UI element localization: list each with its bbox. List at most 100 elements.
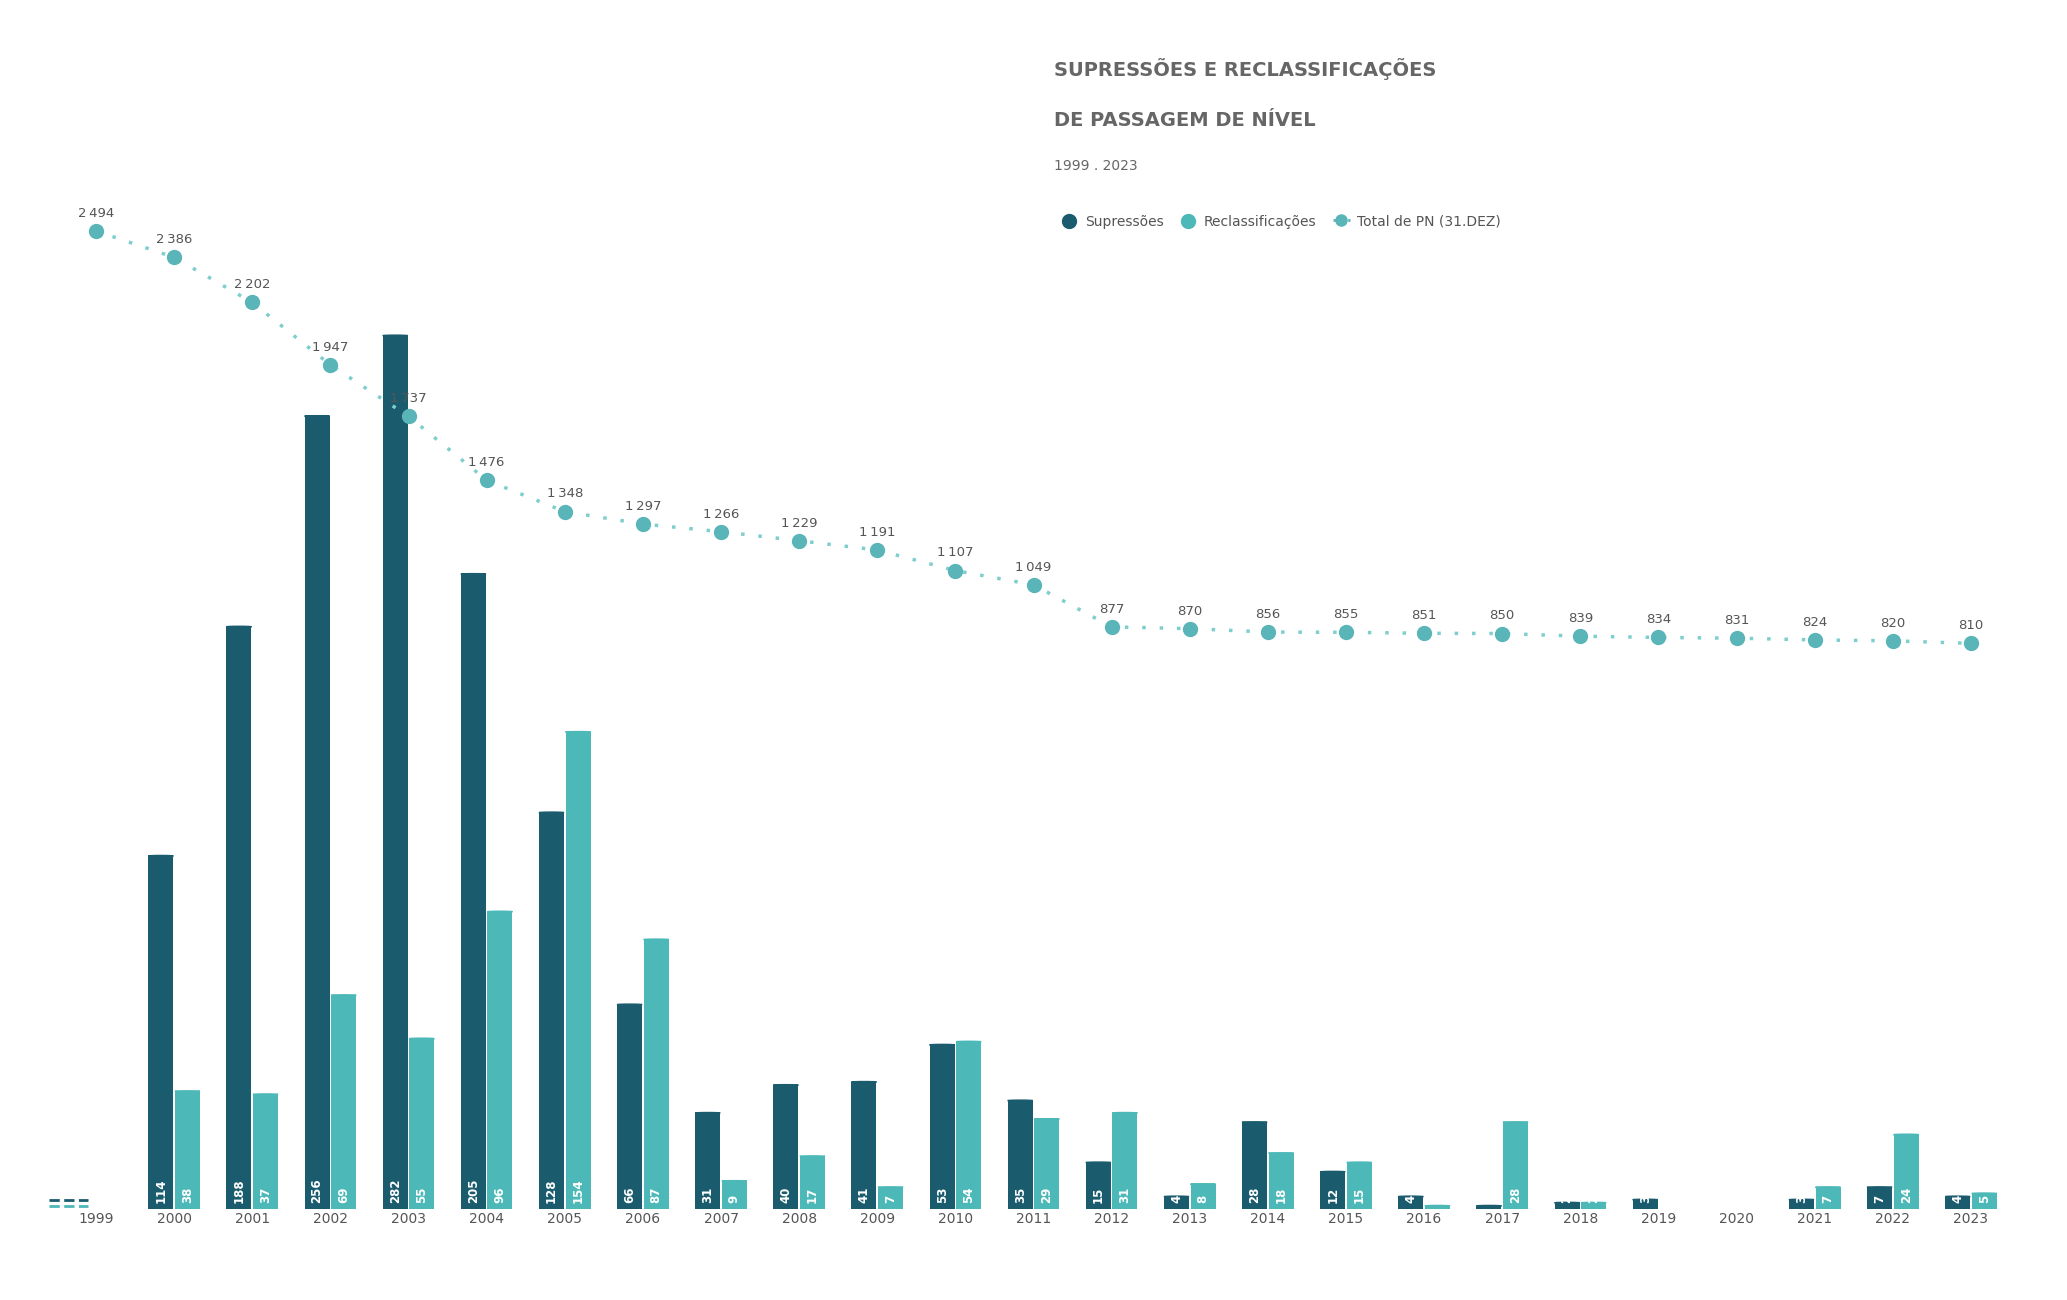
Bar (957, 1041, 982, 1209)
Bar (643, 940, 668, 1209)
Text: 31: 31 (701, 1187, 715, 1202)
Text: 15: 15 (1091, 1187, 1106, 1202)
Point (1877, 630, 1910, 651)
Text: 7: 7 (885, 1195, 897, 1202)
Text: 4: 4 (1403, 1195, 1418, 1202)
Bar (618, 1005, 643, 1209)
Text: 839: 839 (1567, 612, 1594, 625)
Bar (800, 1157, 825, 1209)
Legend: Supressões, Reclassificações, Total de PN (31.DEZ): Supressões, Reclassificações, Total de P… (1060, 214, 1501, 229)
Text: DE PASSAGEM DE NÍVEL: DE PASSAGEM DE NÍVEL (1054, 111, 1317, 130)
Text: 2: 2 (1587, 1195, 1600, 1202)
Text: 54: 54 (961, 1187, 976, 1202)
Point (1486, 623, 1519, 644)
Text: 1 348: 1 348 (546, 488, 583, 500)
Text: 282: 282 (389, 1178, 401, 1202)
Point (1565, 625, 1598, 646)
Bar (227, 627, 252, 1209)
Point (1641, 627, 1674, 647)
Text: 1 947: 1 947 (312, 341, 349, 354)
Text: 1 049: 1 049 (1015, 560, 1052, 573)
Bar (488, 911, 513, 1209)
Text: 855: 855 (1333, 608, 1358, 621)
Text: 29: 29 (1040, 1187, 1054, 1202)
Text: 3: 3 (1794, 1195, 1809, 1202)
Text: 856: 856 (1255, 608, 1279, 621)
Point (705, 521, 738, 542)
Text: 1 476: 1 476 (469, 456, 504, 469)
Bar (695, 1113, 719, 1209)
Bar (1633, 1200, 1658, 1209)
Bar (1191, 1184, 1215, 1209)
Text: 53: 53 (936, 1187, 949, 1202)
Text: 188: 188 (232, 1178, 246, 1202)
Text: 38: 38 (182, 1187, 194, 1202)
Text: 851: 851 (1412, 610, 1437, 623)
Text: 1: 1 (1482, 1195, 1494, 1202)
Bar (1321, 1171, 1346, 1209)
Bar (1893, 1135, 1918, 1209)
Text: 41: 41 (858, 1187, 870, 1202)
Text: 1999 . 2023: 1999 . 2023 (1054, 159, 1137, 173)
Bar (382, 335, 407, 1209)
Text: 831: 831 (1724, 614, 1749, 627)
Text: 40: 40 (779, 1187, 792, 1202)
Text: 17: 17 (806, 1187, 819, 1202)
Bar (566, 732, 591, 1209)
Text: 15: 15 (1352, 1187, 1366, 1202)
Text: 870: 870 (1176, 604, 1203, 617)
Text: 66: 66 (622, 1187, 637, 1202)
Bar (1399, 1196, 1424, 1209)
Point (1017, 575, 1050, 595)
Bar (1476, 1206, 1501, 1209)
Bar (1972, 1193, 1997, 1209)
Text: 35: 35 (1013, 1187, 1027, 1202)
Bar (1164, 1196, 1189, 1209)
Bar (176, 1091, 200, 1209)
Bar (1815, 1187, 1840, 1209)
Text: 4: 4 (1951, 1195, 1964, 1202)
Text: 256: 256 (310, 1178, 325, 1202)
Text: 1 737: 1 737 (391, 393, 426, 406)
Text: 850: 850 (1490, 610, 1515, 623)
Text: 154: 154 (573, 1178, 585, 1202)
Text: 2 202: 2 202 (234, 278, 271, 291)
Text: 820: 820 (1881, 616, 1906, 629)
Bar (852, 1082, 876, 1209)
Point (1251, 621, 1284, 642)
Text: 1 266: 1 266 (703, 507, 740, 520)
Point (548, 502, 581, 523)
Bar (721, 1182, 746, 1209)
Bar (304, 416, 329, 1209)
Text: 69: 69 (337, 1187, 349, 1202)
Text: 2 386: 2 386 (155, 233, 192, 246)
Text: 37: 37 (258, 1187, 273, 1202)
Text: 8: 8 (1197, 1195, 1209, 1202)
Text: 28: 28 (1509, 1187, 1521, 1202)
Text: 9: 9 (728, 1195, 740, 1202)
Point (393, 406, 426, 426)
Text: 1 191: 1 191 (860, 526, 895, 539)
Text: 31: 31 (1118, 1187, 1131, 1202)
Text: 24: 24 (1900, 1187, 1912, 1202)
Text: 7: 7 (1873, 1195, 1885, 1202)
Bar (1554, 1202, 1579, 1209)
Point (860, 540, 893, 560)
Text: 114: 114 (155, 1178, 167, 1202)
Bar (539, 812, 564, 1209)
Point (469, 469, 502, 490)
Bar (1269, 1153, 1294, 1209)
Bar (461, 575, 486, 1209)
Point (1955, 633, 1988, 654)
Text: 128: 128 (546, 1178, 558, 1202)
Point (236, 292, 269, 313)
Bar (1788, 1200, 1815, 1209)
Text: 5: 5 (1978, 1195, 1991, 1202)
Bar (1034, 1119, 1058, 1209)
Text: 824: 824 (1802, 616, 1827, 629)
Bar (252, 1095, 279, 1209)
Bar (1867, 1187, 1891, 1209)
Bar (1424, 1206, 1449, 1209)
Bar (1581, 1202, 1606, 1209)
Text: 1 297: 1 297 (624, 500, 661, 514)
